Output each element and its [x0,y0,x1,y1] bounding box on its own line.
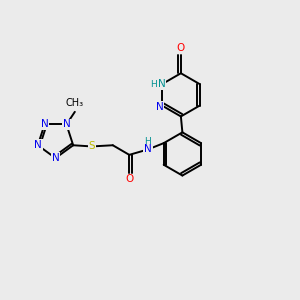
Text: N: N [158,79,166,89]
Text: N: N [156,102,164,112]
Text: H: H [150,80,157,88]
Text: N: N [144,144,152,154]
Text: O: O [177,43,185,53]
Text: N: N [41,119,48,130]
Text: N: N [52,153,59,163]
Text: CH₃: CH₃ [66,98,84,109]
Text: O: O [125,174,134,184]
Text: N: N [63,119,70,130]
Text: S: S [88,141,95,152]
Text: H: H [145,137,151,146]
Text: N: N [34,140,42,150]
